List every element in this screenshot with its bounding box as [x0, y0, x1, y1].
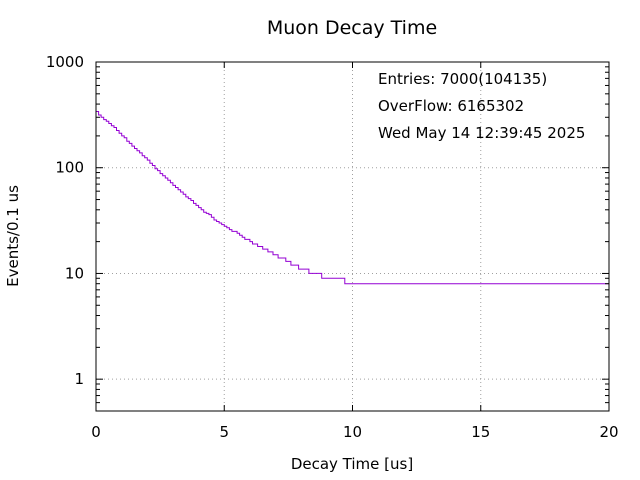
x-tick-label: 20 [599, 423, 618, 441]
y-axis-label: Events/0.1 us [4, 185, 22, 287]
info-box: Entries: 7000(104135) OverFlow: 6165302 We… [378, 70, 585, 142]
decay-time-histogram [96, 111, 609, 285]
y-tick-label: 1000 [46, 53, 84, 71]
info-line: Entries: 7000(104135) [378, 70, 547, 88]
y-tick-label: 100 [55, 159, 84, 177]
chart-title: Muon Decay Time [267, 17, 437, 39]
tick-layer: 0 5 10 15 20 1 10 100 1000 [46, 53, 619, 441]
x-axis-label: Decay Time [us] [291, 455, 413, 473]
x-tick-label: 5 [219, 423, 229, 441]
grid-layer [96, 62, 609, 411]
info-line: OverFlow: 6165302 [378, 97, 524, 115]
info-line: Wed May 14 12:39:45 2025 [378, 124, 585, 142]
x-tick-label: 10 [343, 423, 362, 441]
y-tick-label: 1 [74, 370, 84, 388]
y-tick-label: 10 [65, 264, 84, 282]
x-tick-label: 15 [471, 423, 490, 441]
x-tick-label: 0 [91, 423, 101, 441]
